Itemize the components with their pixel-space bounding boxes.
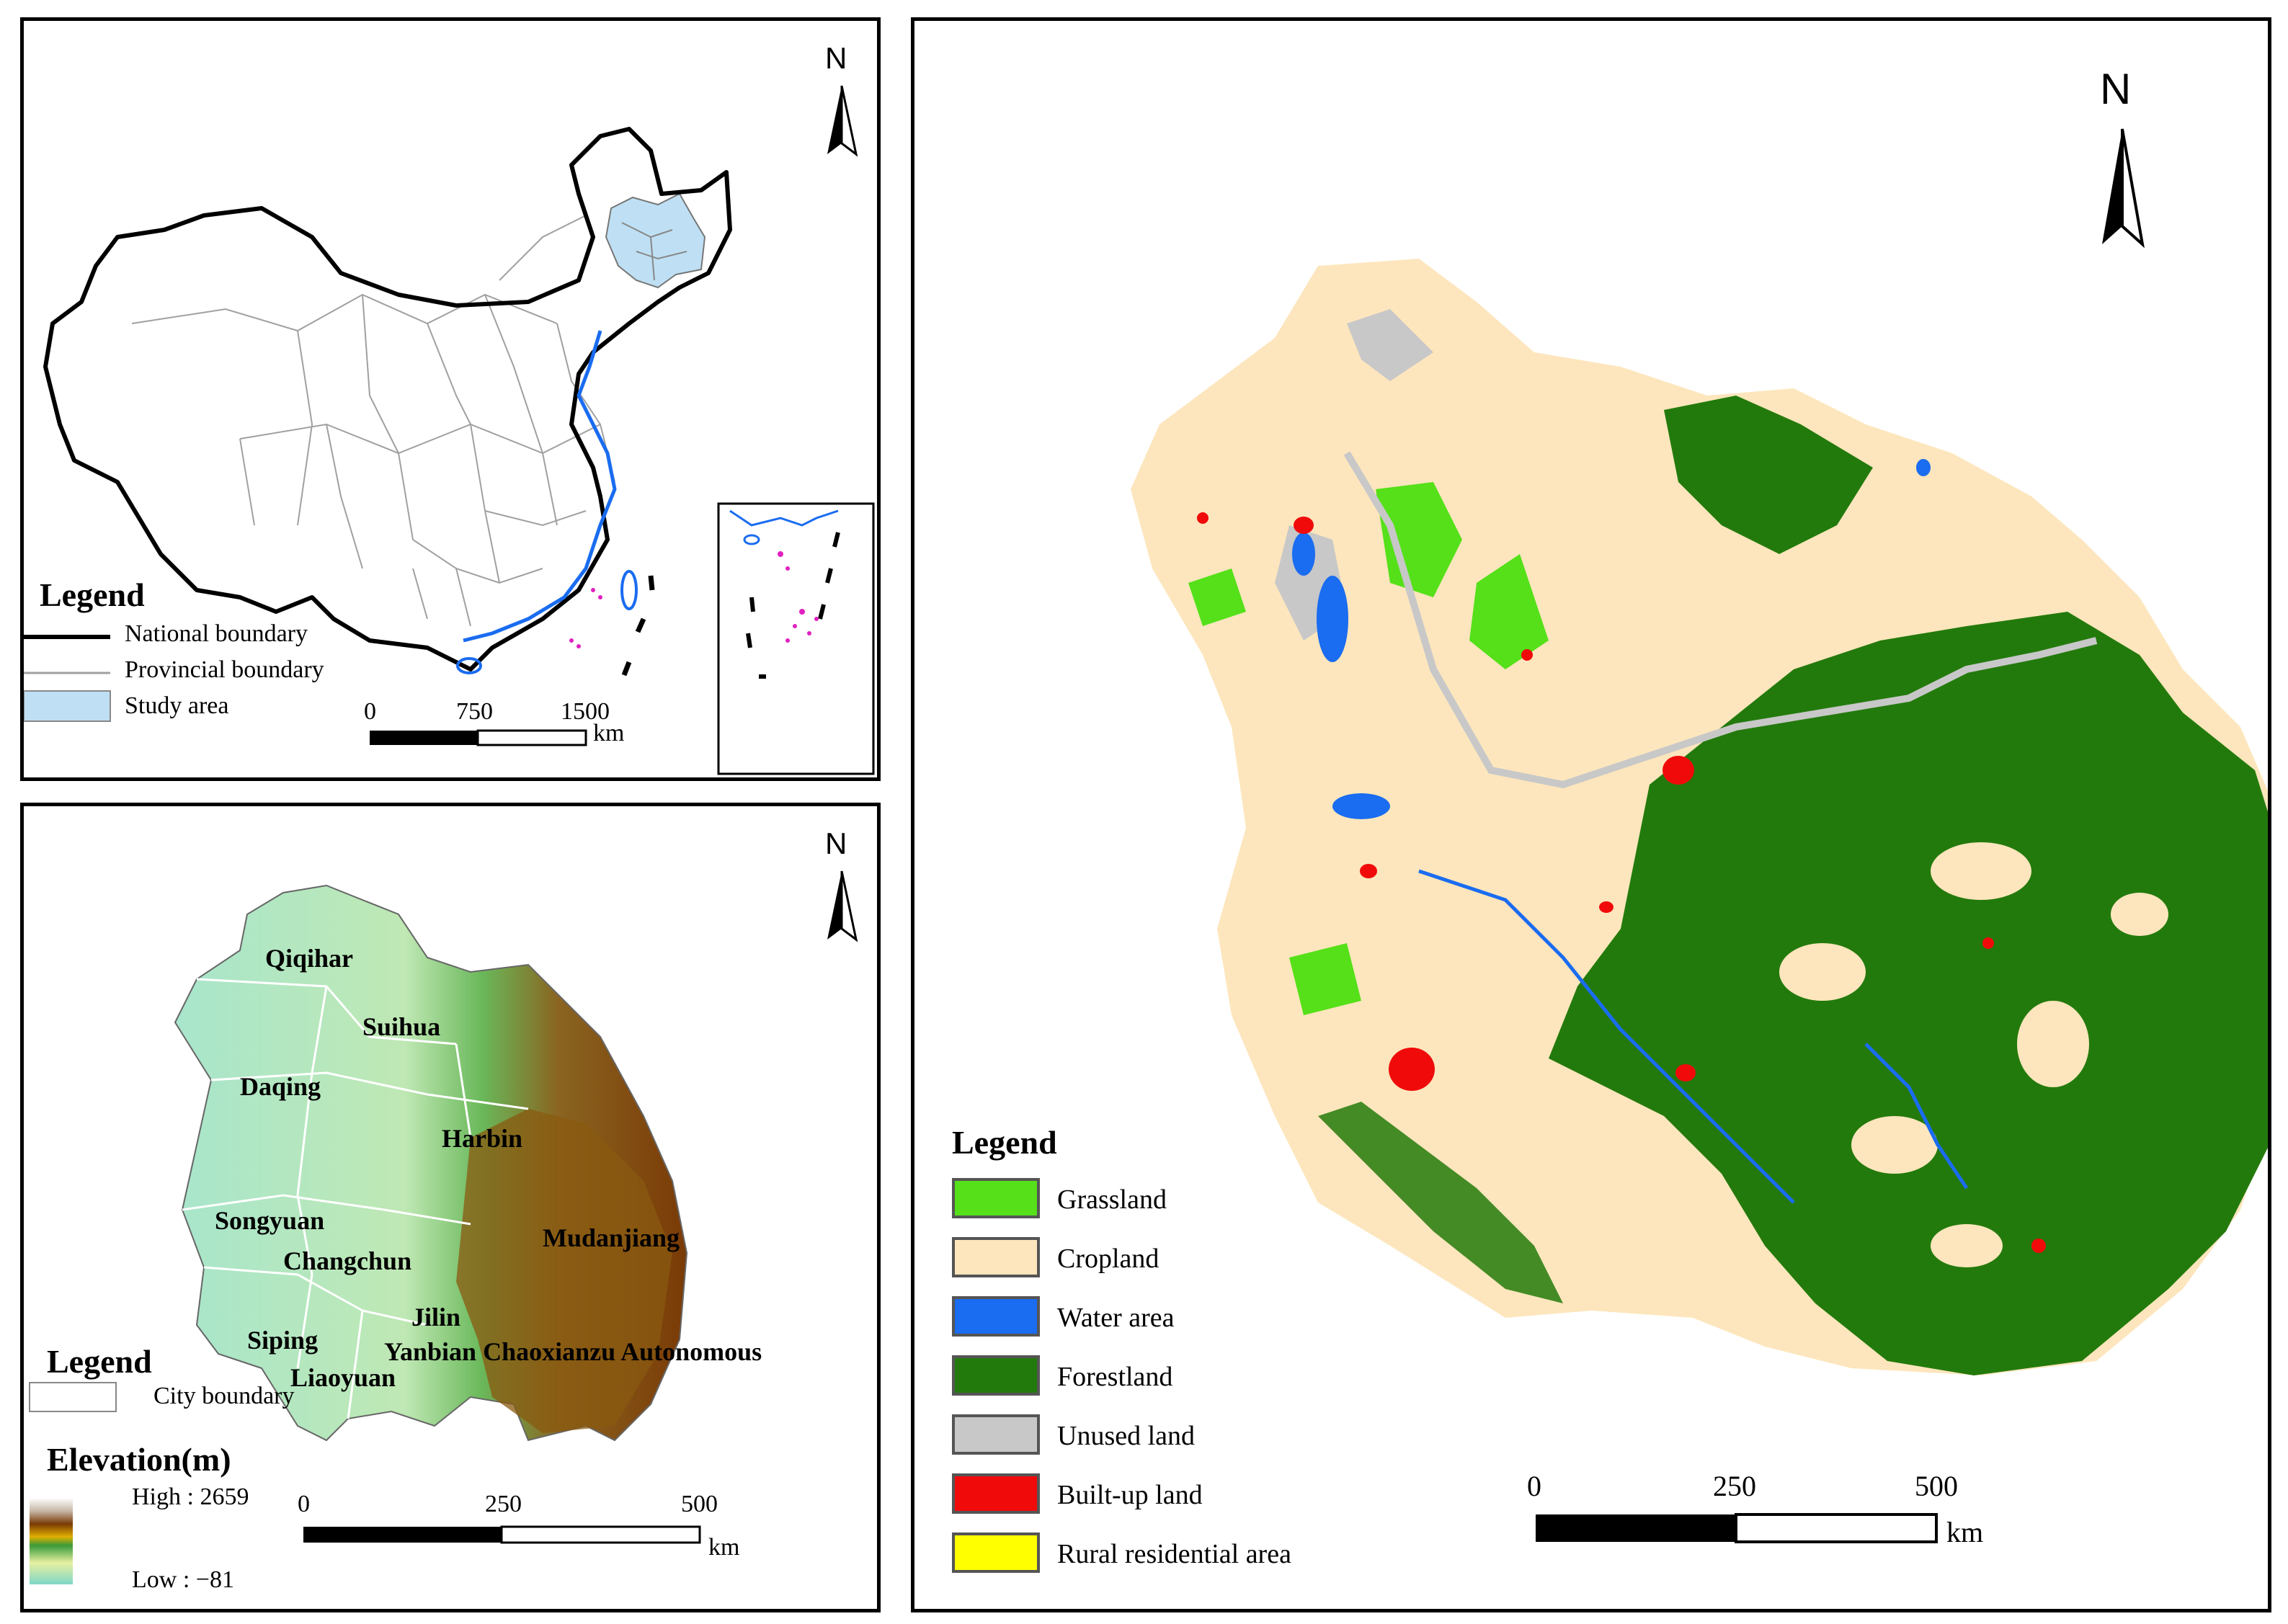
legend-label-water-area: Water area	[1057, 1303, 1175, 1333]
scale-bar-white	[500, 1525, 701, 1544]
legend-swatch-grassland	[952, 1178, 1040, 1218]
water-bodies	[1292, 459, 1931, 819]
forestland-north	[1664, 396, 1873, 554]
forestland-region	[1549, 612, 2268, 1375]
legend-title: Legend	[40, 576, 145, 613]
city-label-liaoyuan: Liaoyuan	[290, 1363, 396, 1392]
elevation-color-ramp	[30, 1498, 73, 1584]
national-boundary-line	[43, 127, 732, 672]
legend-label-city-boundary: City boundary	[153, 1383, 295, 1409]
scale-tick-500: 500	[681, 1491, 718, 1517]
scale-bar-white	[1735, 1513, 1938, 1543]
taiwan-island	[620, 570, 638, 610]
forest-clearings	[1779, 842, 2168, 1267]
legend-swatch-unused-land	[952, 1414, 1040, 1455]
inset-islands	[778, 551, 819, 643]
scale-tick-0: 0	[298, 1491, 310, 1517]
legend-label-rural-residential: Rural residential area	[1057, 1539, 1291, 1569]
city-label-qiqihar: Qiqihar	[265, 944, 354, 973]
city-boundaries	[182, 978, 529, 1419]
city-label-mudanjiang: Mudanjiang	[543, 1223, 680, 1252]
city-label-jilin: Jilin	[411, 1303, 461, 1331]
legend-study-area-swatch	[24, 690, 111, 722]
legend-label-grassland: Grassland	[1057, 1184, 1167, 1215]
legend-label-cropland: Cropland	[1057, 1244, 1159, 1274]
scale-bar-black	[303, 1527, 502, 1543]
legend-label-provincial: Provincial boundary	[125, 656, 324, 683]
legend-label-forestland: Forestland	[1057, 1362, 1173, 1392]
scale-tick-1500: 1500	[561, 698, 610, 725]
legend-city-boundary-swatch	[29, 1382, 117, 1412]
north-label: N	[2100, 65, 2132, 113]
north-label: N	[825, 41, 847, 75]
river-south	[1418, 869, 1795, 1204]
scale-tick-250: 250	[1713, 1470, 1756, 1502]
built-up-areas	[1197, 512, 2046, 1253]
scale-bar-white	[476, 729, 587, 746]
legend-swatch-built-up-land	[952, 1473, 1040, 1514]
land-use-map-graphic	[1131, 128, 2268, 1543]
scale-unit: km	[708, 1534, 740, 1561]
city-label-daqing: Daqing	[240, 1072, 321, 1101]
city-label-suihua: Suihua	[362, 1012, 441, 1041]
grassland-patches	[1188, 482, 1549, 1015]
scale-tick-750: 750	[456, 698, 493, 725]
scale-tick-250: 250	[485, 1491, 522, 1517]
land-use-map-panel: N Legend Grassland Cropland Water area F…	[911, 17, 2271, 1612]
islands-dots	[569, 588, 602, 648]
north-arrow-graphic	[2102, 128, 2145, 249]
legend-label-study-area: Study area	[125, 692, 229, 719]
scale-bar-black	[1536, 1514, 1736, 1542]
north-arrow-graphic	[827, 870, 858, 942]
inset-dashes	[746, 532, 840, 679]
main-river-unused	[1343, 451, 2098, 789]
elevation-low-label: Low : −81	[132, 1566, 234, 1593]
legend-swatch-forestland	[952, 1355, 1040, 1396]
provincial-boundaries	[131, 215, 615, 627]
legend-label-unused-land: Unused land	[1057, 1421, 1196, 1451]
china-map-graphic	[24, 85, 875, 775]
legend-swatch-water-area	[952, 1296, 1040, 1337]
coastline	[463, 330, 617, 643]
south-china-sea-inset-frame	[717, 502, 875, 775]
legend-swatch-rural-residential	[952, 1532, 1040, 1573]
city-label-harbin: Harbin	[442, 1124, 523, 1153]
north-arrow-graphic	[827, 85, 858, 157]
river-east	[1864, 1043, 1969, 1190]
scale-tick-0: 0	[364, 698, 376, 725]
elevation-map-panel: N Qiqihar Suihua Daqing Harbin Songyuan …	[20, 803, 881, 1612]
scale-unit: km	[593, 720, 625, 746]
city-label-songyuan: Songyuan	[215, 1206, 325, 1235]
legend-label-built-up-land: Built-up land	[1057, 1480, 1203, 1510]
elevation-map-graphic	[29, 870, 858, 1584]
highland-area	[456, 1109, 672, 1433]
china-location-map-panel: N Legend National boundary Provincial bo…	[20, 17, 881, 781]
scale-tick-0: 0	[1527, 1470, 1541, 1502]
elevation-high-label: High : 2659	[132, 1484, 249, 1510]
forestland-south	[1318, 1102, 1563, 1303]
city-label-yanbian: Yanbian Chaoxianzu Autonomous	[384, 1337, 762, 1366]
scale-bar-black	[370, 731, 478, 745]
elevation-title: Elevation(m)	[47, 1441, 231, 1478]
north-label: N	[825, 826, 847, 860]
legend-title: Legend	[952, 1124, 1057, 1161]
legend-swatch-cropland	[952, 1237, 1040, 1277]
scale-tick-500: 500	[1915, 1470, 1958, 1502]
legend-label-national: National boundary	[125, 620, 308, 647]
city-label-changchun: Changchun	[283, 1246, 412, 1275]
scale-unit: km	[1946, 1516, 1984, 1548]
study-area-fill	[605, 192, 706, 289]
legend-title: Legend	[47, 1343, 152, 1380]
city-label-siping: Siping	[247, 1326, 319, 1355]
maritime-dashes	[621, 575, 655, 677]
hainan-island	[456, 657, 482, 674]
